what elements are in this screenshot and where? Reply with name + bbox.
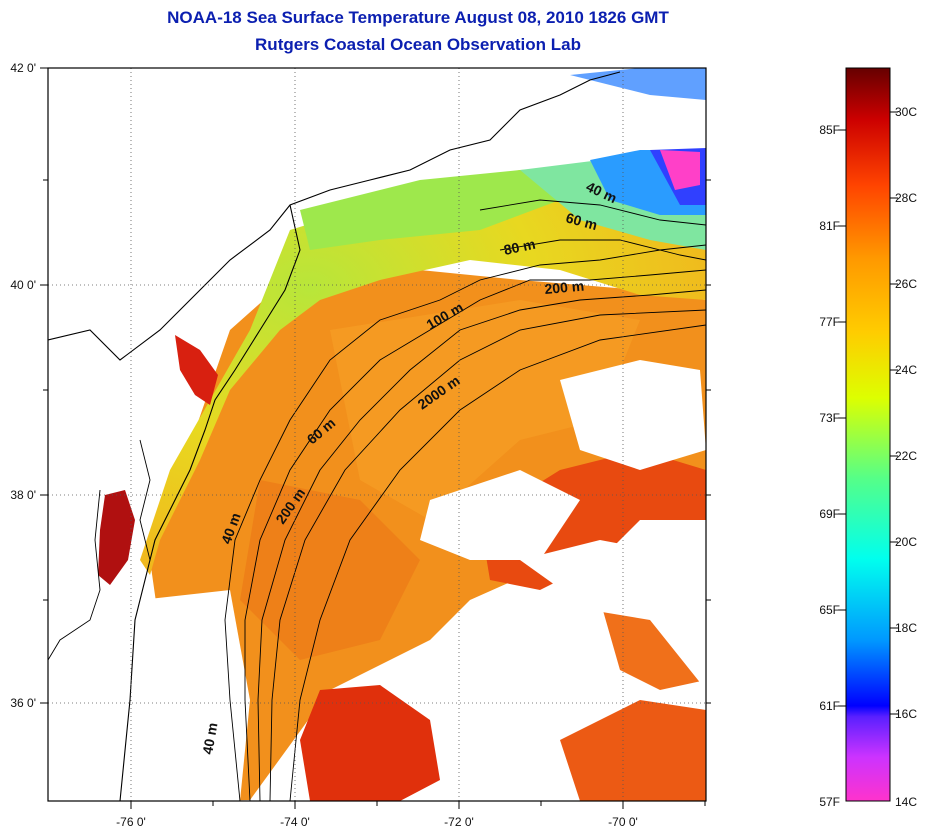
map-subtitle: Rutgers Coastal Ocean Observation Lab — [255, 35, 581, 54]
colorbar-label-c: 30C — [895, 105, 917, 119]
map-title: NOAA-18 Sea Surface Temperature August 0… — [167, 8, 669, 27]
colorbar-label-c: 16C — [895, 707, 917, 721]
isobath-100m — [257, 289, 706, 801]
map-gridlines — [48, 68, 706, 801]
lat-label: 38 0' — [10, 488, 36, 502]
lat-label: 42 0' — [10, 61, 36, 75]
chesapeake-bay — [98, 490, 135, 585]
isobath-2000m — [289, 324, 706, 801]
delaware-bay — [175, 335, 218, 405]
lat-label: 36 0' — [10, 696, 36, 710]
colorbar-label-c: 14C — [895, 795, 917, 809]
colorbar-label-c: 28C — [895, 191, 917, 205]
lon-label: -76 0' — [116, 815, 146, 829]
lat-label: 40 0' — [10, 278, 36, 292]
colorbar-label-c: 24C — [895, 363, 917, 377]
colorbar-label-c: 22C — [895, 449, 917, 463]
sst-field — [48, 68, 706, 801]
colorbar-label-f: 81F — [819, 219, 840, 233]
colorbar-celsius-labels: 30C 28C 26C 24C 22C 20C 18C 16C 14C — [895, 105, 917, 809]
coastline-north — [48, 71, 621, 361]
colorbar-label-c: 20C — [895, 535, 917, 549]
latitude-labels: 42 0' 40 0' 38 0' 36 0' — [10, 61, 36, 710]
contour-label: 200 m — [544, 278, 585, 297]
longitude-labels: -76 0' -74 0' -72 0' -70 0' — [116, 815, 638, 829]
colorbar-label-f: 61F — [819, 699, 840, 713]
lon-label: -72 0' — [444, 815, 474, 829]
colorbar-label-f: 73F — [819, 411, 840, 425]
lon-label: -70 0' — [608, 815, 638, 829]
colorbar-ticks — [838, 111, 898, 715]
isobath-200m — [269, 309, 706, 801]
colorbar-fahrenheit-labels: 85F 81F 77F 73F 69F 65F 61F 57F — [819, 123, 840, 809]
colorbar-label-f: 65F — [819, 603, 840, 617]
isobath-40m — [224, 244, 706, 801]
contour-label: 40 m — [199, 721, 220, 755]
colorbar-label-f: 77F — [819, 315, 840, 329]
map-ticks — [40, 67, 711, 809]
coastline-south — [119, 204, 301, 801]
colorbar-label-c: 26C — [895, 277, 917, 291]
colorbar-label-c: 18C — [895, 621, 917, 635]
lon-label: -74 0' — [280, 815, 310, 829]
isobath-60m — [244, 269, 706, 801]
contour-label: 60 m — [564, 209, 599, 233]
colorbar-label-f: 85F — [819, 123, 840, 137]
colorbar — [845, 67, 891, 802]
shelf-water — [140, 165, 706, 575]
colorbar-label-f: 69F — [819, 507, 840, 521]
colorbar-label-f: 57F — [819, 795, 840, 809]
contour-label: 80 m — [502, 236, 537, 258]
